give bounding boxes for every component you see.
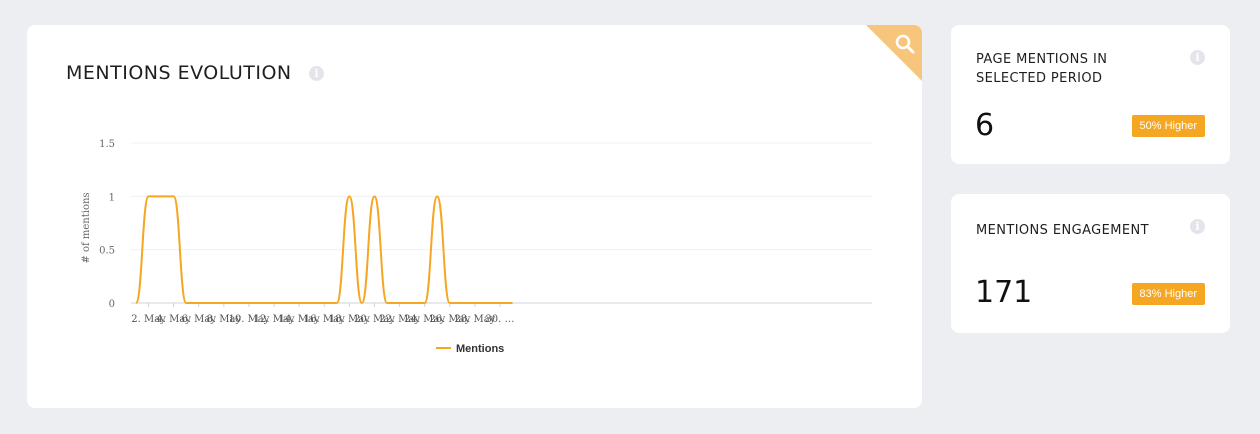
info-icon[interactable]: i — [1190, 50, 1205, 65]
x-tick-label: 28. May — [454, 314, 495, 325]
x-tick-label: 16. May — [304, 314, 345, 325]
x-tick-label: 12. May — [254, 314, 295, 325]
mentions-evolution-card: MENTIONS EVOLUTION i 0 0.5 1 1.5 # of mentio… — [27, 25, 922, 408]
x-tick-label: 6. May — [181, 314, 216, 325]
series-line-mentions — [135, 195, 513, 305]
page-mentions-card: PAGE MENTIONS IN SELECTED PERIOD i 6 50%… — [951, 25, 1230, 164]
y-tick-label: 1.5 — [99, 139, 115, 150]
y-axis-label: # of mentions — [81, 192, 92, 263]
search-icon[interactable] — [894, 33, 916, 55]
x-tick-label: 2. May — [131, 314, 166, 325]
page-mentions-label: PAGE MENTIONS IN SELECTED PERIOD — [976, 52, 1108, 86]
x-tick-label: 30. … — [485, 314, 514, 325]
x-tick-label: 10. May — [228, 314, 269, 325]
y-tick-label: 0 — [109, 299, 115, 310]
x-tick-label: 20. May — [354, 314, 395, 325]
y-tick-label: 1 — [109, 192, 115, 203]
info-icon[interactable]: i — [309, 66, 324, 81]
x-tick-label: 18. May — [329, 314, 370, 325]
chart-title: MENTIONS EVOLUTION — [66, 62, 292, 84]
x-tick-label: 8. May — [207, 314, 242, 325]
mentions-engagement-badge: 83% Higher — [1131, 283, 1205, 305]
mentions-engagement-value: 171 — [975, 275, 1033, 310]
mentions-engagement-label: MENTIONS ENGAGEMENT — [976, 223, 1149, 238]
page-mentions-badge: 50% Higher — [1131, 115, 1205, 137]
x-tick-label: 14. May — [279, 314, 320, 325]
x-tick-label: 22. May — [379, 314, 420, 325]
y-tick-label: 0.5 — [99, 246, 115, 257]
x-tick-label: 4. May — [156, 314, 191, 325]
x-tick-label: 24. May — [404, 314, 445, 325]
x-tick-label: 26. May — [429, 314, 470, 325]
legend-label[interactable]: Mentions — [456, 343, 504, 355]
page-mentions-value: 6 — [975, 108, 995, 143]
info-icon[interactable]: i — [1190, 219, 1205, 234]
mentions-engagement-card: MENTIONS ENGAGEMENT i 171 83% Higher — [951, 194, 1230, 333]
